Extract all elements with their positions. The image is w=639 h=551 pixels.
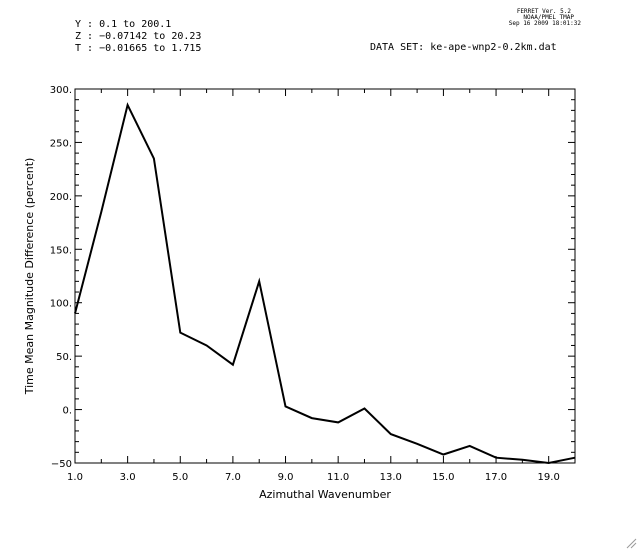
x-tick-label: 19.0 [538, 472, 560, 483]
x-axis-label: Azimuthal Wavenumber [259, 488, 391, 501]
x-tick-label: 11.0 [327, 472, 349, 483]
x-tick-label: 15.0 [432, 472, 454, 483]
series-line [74, 102, 576, 465]
x-tick-label: 13.0 [380, 472, 402, 483]
x-tick-label: 7.0 [225, 472, 241, 483]
y-range-label: Y : 0.1 to 200.1 [75, 19, 172, 30]
ferret-org: NOAA/PMEL TMAP [523, 14, 574, 21]
y-tick-label: 150. [50, 245, 72, 256]
axis-tick-labels: 1.0 3.0 5.0 7.0 9.0 11.0 13.0 15.0 17.0 19.0 −50 0.… [50, 85, 560, 483]
y-tick-label: 0. [62, 406, 72, 417]
y-tick-label: 250. [50, 138, 72, 149]
ferret-date: Sep 16 2009 18:01:32 [508, 20, 581, 27]
y-tick-label: 300. [50, 85, 72, 96]
y-tick-label: 100. [50, 299, 72, 310]
plot-frame [74, 88, 576, 464]
axis-ticks [74, 88, 576, 464]
z-range-label: Z : −0.07142 to 20.23 [75, 31, 202, 42]
x-tick-label: 3.0 [120, 472, 136, 483]
x-tick-label: 5.0 [172, 472, 188, 483]
x-tick-label: 9.0 [278, 472, 294, 483]
resize-grip-icon[interactable] [625, 537, 637, 549]
x-tick-label: 17.0 [485, 472, 507, 483]
ferret-version: FERRET Ver. 5.2 [516, 8, 571, 15]
y-tick-label: 50. [56, 352, 72, 363]
y-tick-label: 200. [50, 192, 72, 203]
y-tick-label: −50 [51, 459, 72, 470]
dataset-label: DATA SET: ke-ape-wnp2-0.2km.dat [370, 42, 557, 53]
t-range-label: T : −0.01665 to 1.715 [75, 43, 202, 54]
x-tick-label: 1.0 [67, 472, 83, 483]
y-axis-label: Time Mean Magnitude Difference (percent) [23, 158, 36, 396]
